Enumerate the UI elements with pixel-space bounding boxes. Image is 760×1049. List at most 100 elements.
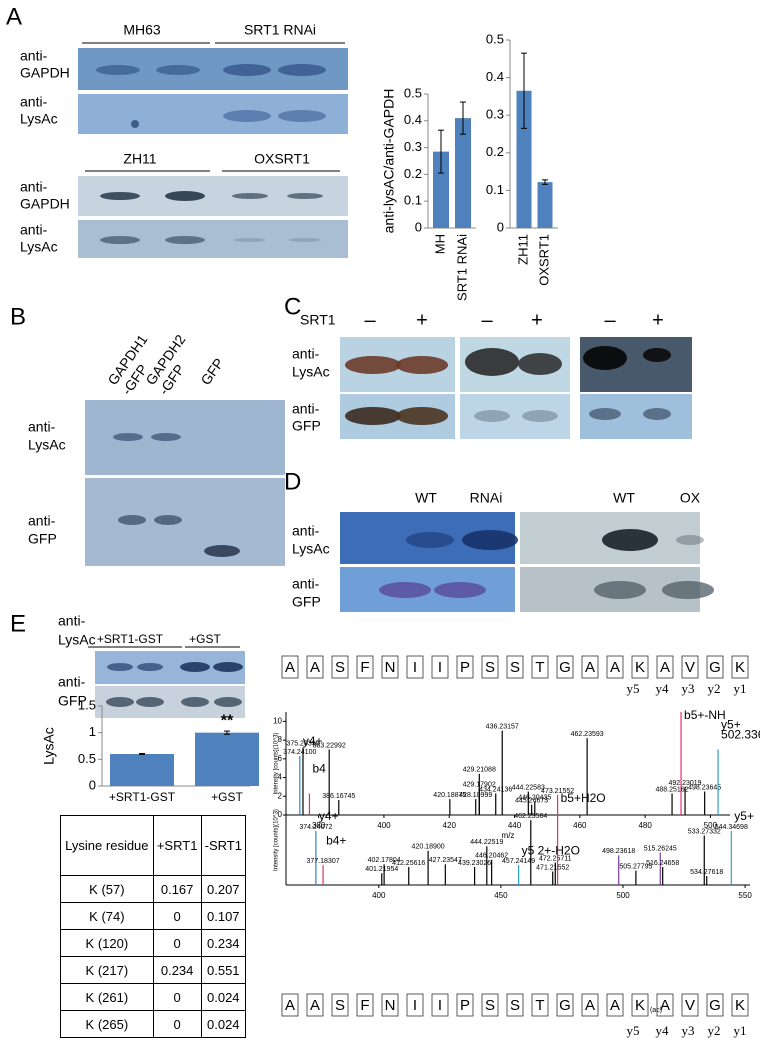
band xyxy=(396,356,448,374)
residue-box xyxy=(406,655,424,679)
peak-label: 444.22583 xyxy=(512,784,545,791)
band xyxy=(136,697,164,707)
band xyxy=(643,348,671,362)
y-tick-label: 0.1 xyxy=(486,182,504,197)
residue: I xyxy=(438,997,442,1014)
ion-label: y3 xyxy=(682,681,695,696)
row-label: anti- xyxy=(28,513,56,529)
peak-label: 472.25711 xyxy=(539,855,572,862)
residue-box xyxy=(556,993,574,1017)
peak-label: 412.25616 xyxy=(392,860,425,867)
x-tick-label: +GST xyxy=(211,790,243,804)
x-tick-label: 380 xyxy=(312,821,326,830)
residue-box xyxy=(306,655,324,679)
band xyxy=(131,120,139,128)
lane-label: OX xyxy=(680,490,701,506)
peak-label: 446.20462 xyxy=(475,853,508,860)
ion-label: y2 xyxy=(708,681,721,696)
x-tick-label: MH xyxy=(432,234,447,254)
lane-label: WT xyxy=(613,490,635,506)
residue: A xyxy=(660,659,670,676)
band xyxy=(100,192,140,200)
table-cell: 0.207 xyxy=(200,875,247,903)
y-tick-label: 0 xyxy=(497,219,504,234)
residue-box xyxy=(381,655,399,679)
y-tick-label: 1 xyxy=(89,724,96,739)
band xyxy=(165,236,205,244)
band xyxy=(518,353,562,375)
residue: K xyxy=(735,997,745,1014)
residue-box xyxy=(531,655,549,679)
sign: + xyxy=(416,309,428,331)
row-label: anti- xyxy=(292,523,320,539)
peak-label: 516.24658 xyxy=(646,860,679,867)
y-tick-label: 0.5 xyxy=(404,85,422,100)
residue-box xyxy=(706,993,724,1017)
table-cell: 0 xyxy=(152,929,202,957)
peak-label: 492.23019 xyxy=(668,780,701,787)
band xyxy=(96,65,140,75)
residue-box xyxy=(606,655,624,679)
table-row: K (57) 0.167 0.207 xyxy=(60,875,247,903)
y-tick-label: 0.5 xyxy=(78,751,96,766)
x-tick-label: OXSRT1 xyxy=(536,234,551,286)
peak-label: 471.21552 xyxy=(536,864,569,871)
peak-label: 374.24100 xyxy=(283,749,316,756)
band xyxy=(151,433,181,441)
ion-label: y5 xyxy=(627,681,640,696)
ion-annotation: 502.33627 xyxy=(721,728,760,742)
row-label: anti- xyxy=(20,222,48,238)
residue-box xyxy=(731,993,749,1017)
band xyxy=(100,236,140,244)
residue: P xyxy=(460,997,470,1014)
band xyxy=(643,408,671,420)
row-label: LysAc xyxy=(58,632,96,648)
ion-annotation: y4+ xyxy=(303,734,323,748)
blot xyxy=(85,478,285,566)
residue-box xyxy=(456,993,474,1017)
residue: T xyxy=(535,659,544,676)
peak-label: 428.10999 xyxy=(459,792,492,799)
y-tick-label: 0 xyxy=(89,777,96,792)
row-label: anti- xyxy=(20,179,48,195)
band xyxy=(180,662,210,672)
band xyxy=(107,663,133,671)
table-cell: K (120) xyxy=(60,929,154,957)
band xyxy=(204,545,240,557)
residue-box xyxy=(731,655,749,679)
group-label: ZH11 xyxy=(123,151,156,167)
residue-box xyxy=(281,655,299,679)
band xyxy=(278,110,326,122)
peak-label: 436.23157 xyxy=(486,724,519,731)
residue: S xyxy=(510,659,520,676)
row-label: LysAc xyxy=(292,541,330,557)
residue-box xyxy=(606,993,624,1017)
group-label: SRT1 RNAi xyxy=(244,22,316,38)
sign: – xyxy=(604,309,616,331)
group-label: MH63 xyxy=(123,22,161,38)
residue-box xyxy=(306,993,324,1017)
residue: G xyxy=(709,659,721,676)
peak-label: 374.24072 xyxy=(299,824,332,831)
peak-label: 515.26245 xyxy=(644,845,677,852)
residue: V xyxy=(685,997,695,1014)
y-tick-label: 0 xyxy=(278,810,283,819)
residue-box xyxy=(381,993,399,1017)
peak-label: 534.27618 xyxy=(690,869,723,876)
peak-label: 377.18307 xyxy=(307,858,340,865)
y-axis-title: Intensity [counts](10^3) xyxy=(274,733,280,795)
table-cell: 0.167 xyxy=(152,875,202,903)
row-label: GFP xyxy=(28,531,57,547)
residue: S xyxy=(485,997,495,1014)
row-label: anti- xyxy=(58,613,86,629)
peak-label: 439.23026 xyxy=(458,860,491,867)
row-label: GAPDH xyxy=(20,65,70,81)
y-tick-label: 0.2 xyxy=(404,166,422,181)
table-row: K (74) 0 0.107 xyxy=(60,902,247,930)
residue-box xyxy=(581,993,599,1017)
band xyxy=(583,346,627,370)
row-label: anti- xyxy=(292,401,320,417)
band xyxy=(289,238,321,242)
